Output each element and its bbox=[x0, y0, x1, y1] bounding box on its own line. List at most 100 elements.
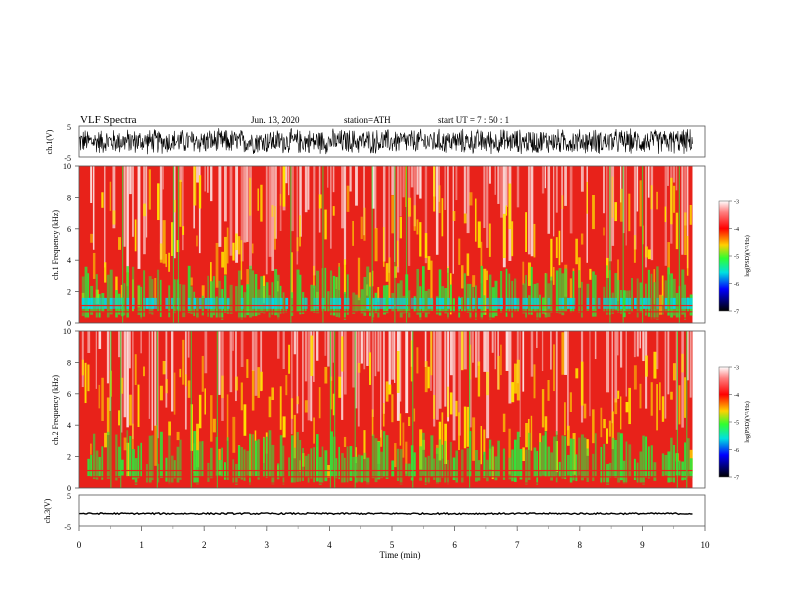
spectrogram-streak bbox=[642, 331, 645, 362]
spectrogram-streak bbox=[675, 166, 678, 191]
spectrogram-streak bbox=[210, 166, 213, 202]
spectrogram-streak bbox=[159, 385, 163, 401]
spectrogram-streak bbox=[382, 331, 385, 414]
spectrogram-streak bbox=[366, 331, 369, 366]
spectrogram-streak bbox=[346, 274, 349, 315]
spectrogram-impulse bbox=[609, 166, 611, 323]
spectrogram-streak bbox=[561, 166, 563, 263]
spectrogram-streak bbox=[106, 397, 110, 436]
spectrogram-streak bbox=[435, 447, 439, 484]
spectrogram-streak bbox=[650, 185, 653, 210]
spectrogram-streak bbox=[154, 297, 158, 309]
spectrogram-streak bbox=[355, 166, 358, 206]
spectrogram-streak bbox=[614, 297, 618, 309]
spectrogram-streak bbox=[522, 297, 526, 309]
spectrogram-streak bbox=[171, 331, 174, 412]
spectrogram-streak bbox=[647, 446, 650, 479]
spectrogram-streak bbox=[293, 414, 296, 459]
ch1-colorbar-scale bbox=[718, 200, 730, 312]
spectrogram-streak bbox=[98, 297, 102, 309]
spectrogram-streak bbox=[290, 252, 293, 299]
spectrogram-streak bbox=[469, 344, 472, 380]
spectrogram-streak bbox=[313, 447, 315, 483]
spectrogram-streak bbox=[461, 297, 463, 312]
spectrogram-streak bbox=[530, 297, 534, 309]
spectrogram-streak bbox=[268, 166, 272, 257]
spectrogram-streak bbox=[104, 297, 107, 309]
spectrogram-streak bbox=[148, 435, 152, 484]
spectrogram-streak bbox=[684, 166, 687, 226]
spectrogram-streak bbox=[586, 283, 590, 312]
spectrogram-streak bbox=[558, 297, 562, 309]
spectrogram-streak bbox=[653, 351, 657, 379]
spectrogram-streak bbox=[603, 227, 605, 236]
spectrogram-streak bbox=[424, 331, 427, 368]
spectrogram-streak bbox=[580, 281, 583, 318]
spectrogram-streak bbox=[555, 270, 559, 313]
ytick-label: 4 bbox=[67, 421, 71, 430]
spectrogram-streak bbox=[555, 331, 558, 435]
spectrogram-streak bbox=[310, 331, 313, 422]
spectrogram-streak bbox=[388, 331, 391, 391]
spectrogram-streak bbox=[374, 331, 377, 377]
spectrogram-streak bbox=[207, 462, 210, 482]
spectrogram-streak bbox=[374, 166, 377, 229]
spectrogram-streak bbox=[589, 268, 592, 280]
spectrogram-streak bbox=[182, 284, 186, 318]
spectrogram-streak bbox=[405, 463, 408, 477]
spectrogram-streak bbox=[84, 362, 87, 404]
spectrogram-streak bbox=[608, 420, 612, 437]
spectrogram-streak bbox=[516, 431, 520, 477]
spectrogram-streak bbox=[455, 166, 458, 201]
spectrogram-streak bbox=[575, 238, 578, 265]
spectrogram-streak bbox=[619, 166, 622, 203]
spectrogram-streak bbox=[90, 297, 93, 309]
spectrogram-impulse bbox=[405, 166, 408, 323]
spectrogram-streak bbox=[131, 449, 135, 480]
spectrogram-streak bbox=[438, 439, 442, 483]
spectrogram-impulse bbox=[412, 331, 414, 488]
spectrogram-streak bbox=[352, 292, 356, 315]
spectrogram-streak bbox=[399, 297, 403, 309]
spectrogram-streak bbox=[118, 331, 121, 358]
spectrogram-streak bbox=[176, 431, 180, 441]
spectrogram-streak bbox=[681, 353, 684, 373]
spectrogram-streak bbox=[405, 331, 409, 414]
date-label: Jun. 13, 2020 bbox=[251, 115, 300, 125]
spectrogram-streak bbox=[402, 166, 405, 198]
spectrogram-streak bbox=[218, 331, 221, 395]
spectrogram-streak bbox=[329, 431, 333, 477]
spectrogram-streak bbox=[276, 463, 280, 480]
spectrogram-streak bbox=[391, 394, 394, 423]
spectrogram-streak bbox=[276, 274, 280, 320]
spectrogram-streak bbox=[455, 450, 458, 484]
spectrogram-streak bbox=[522, 447, 525, 462]
spectrogram-streak bbox=[343, 331, 347, 395]
spectrogram-streak bbox=[603, 418, 606, 429]
spectrogram-streak bbox=[196, 297, 199, 319]
spectrogram-streak bbox=[92, 252, 96, 279]
spectrogram-streak bbox=[87, 273, 90, 318]
spectrogram-streak bbox=[402, 297, 406, 309]
spectrogram-streak bbox=[187, 297, 191, 309]
spectrogram-streak bbox=[650, 382, 653, 416]
spectrogram-streak bbox=[527, 432, 531, 480]
spectrogram-streak bbox=[684, 212, 687, 255]
spectrogram-streak bbox=[689, 458, 693, 478]
spectrogram-streak bbox=[296, 331, 299, 414]
spectrogram-streak bbox=[109, 269, 113, 315]
spectrogram-streak bbox=[606, 265, 608, 315]
spectrogram-streak bbox=[346, 297, 350, 309]
spectrogram-streak bbox=[472, 331, 474, 363]
spectrogram-streak bbox=[628, 193, 631, 232]
xtick-label: 9 bbox=[640, 540, 645, 550]
spectrogram-streak bbox=[578, 437, 581, 476]
spectrogram-streak bbox=[276, 331, 280, 359]
spectrogram-streak bbox=[421, 432, 425, 476]
spectrogram-streak bbox=[98, 331, 102, 349]
spectrogram-streak bbox=[251, 370, 255, 411]
spectrogram-streak bbox=[564, 331, 567, 375]
spectrogram-streak bbox=[435, 331, 439, 420]
spectrogram-streak bbox=[636, 331, 639, 357]
spectrogram-streak bbox=[511, 449, 514, 482]
